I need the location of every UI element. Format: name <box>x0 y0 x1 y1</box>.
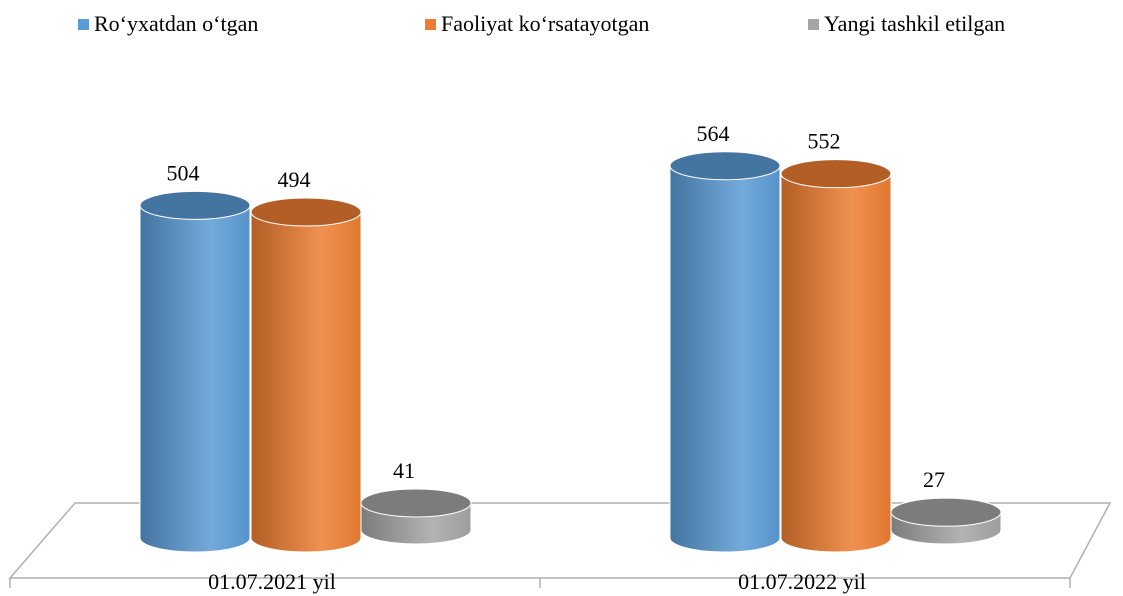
value-label: 504 <box>167 160 200 185</box>
bar-top <box>890 497 1002 527</box>
legend-label: Ro‘yxatdan o‘tgan <box>94 11 258 36</box>
legend-swatch <box>78 19 89 30</box>
bar <box>669 165 781 553</box>
bar-top <box>669 151 781 181</box>
x-tick-label: 01.07.2022 yil <box>738 569 866 594</box>
legend-label: Yangi tashkil etilgan <box>824 11 1005 36</box>
bar <box>139 204 251 553</box>
value-label: 27 <box>923 467 945 492</box>
bar-top <box>360 488 472 518</box>
legend-swatch <box>425 19 436 30</box>
value-label: 552 <box>808 129 841 154</box>
bar-top <box>250 197 362 227</box>
bar-top <box>139 190 251 220</box>
value-label: 564 <box>697 121 730 146</box>
value-label: 494 <box>278 167 311 192</box>
legend-label: Faoliyat ko‘rsatayotgan <box>441 11 649 36</box>
legend-swatch <box>808 19 819 30</box>
x-tick-label: 01.07.2021 yil <box>208 569 336 594</box>
bar <box>250 211 362 553</box>
bar <box>780 173 892 553</box>
bar-top <box>780 159 892 189</box>
value-label: 41 <box>393 458 415 483</box>
